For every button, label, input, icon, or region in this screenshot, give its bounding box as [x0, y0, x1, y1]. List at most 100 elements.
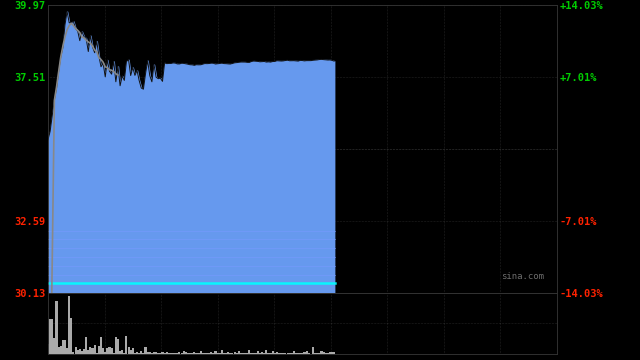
Bar [278, 353, 280, 354]
Bar [229, 353, 232, 354]
Bar [331, 352, 333, 354]
Bar [305, 351, 308, 354]
Bar [316, 353, 318, 354]
Bar [100, 337, 102, 354]
Bar [96, 353, 98, 354]
Bar [168, 353, 170, 354]
Bar [185, 352, 187, 354]
Bar [68, 296, 70, 354]
Bar [136, 352, 138, 354]
Bar [62, 340, 64, 354]
Bar [324, 353, 327, 354]
Bar [155, 352, 157, 354]
Bar [174, 352, 176, 354]
Bar [138, 353, 140, 354]
Bar [271, 351, 274, 354]
Bar [81, 351, 83, 354]
Bar [323, 352, 324, 354]
Bar [56, 301, 58, 354]
Bar [276, 352, 278, 354]
Bar [93, 345, 96, 354]
Bar [240, 352, 242, 354]
Bar [221, 350, 223, 354]
Bar [237, 351, 240, 354]
Bar [115, 337, 117, 354]
Bar [102, 348, 104, 354]
Bar [140, 351, 142, 354]
Bar [77, 350, 79, 354]
Bar [206, 353, 208, 354]
Bar [64, 340, 66, 354]
Bar [153, 352, 155, 354]
Bar [119, 351, 121, 354]
Bar [98, 346, 100, 354]
Bar [250, 353, 253, 354]
Bar [111, 348, 113, 354]
Bar [106, 348, 108, 354]
Bar [90, 347, 92, 354]
Bar [166, 352, 168, 354]
Bar [49, 319, 51, 354]
Bar [182, 351, 185, 354]
Bar [261, 352, 263, 354]
Bar [161, 352, 164, 354]
Bar [79, 349, 81, 354]
Bar [236, 353, 237, 354]
Bar [200, 351, 202, 354]
Bar [108, 347, 111, 354]
Bar [147, 352, 148, 354]
Bar [47, 343, 49, 354]
Bar [51, 319, 53, 354]
Bar [216, 353, 219, 354]
Bar [232, 353, 234, 354]
Bar [327, 353, 329, 354]
Bar [227, 352, 229, 354]
Bar [189, 352, 191, 354]
Bar [87, 350, 90, 354]
Bar [83, 349, 85, 354]
Bar [321, 351, 323, 354]
Bar [145, 347, 147, 354]
Bar [312, 347, 314, 354]
Bar [333, 352, 335, 354]
Bar [85, 337, 87, 354]
Bar [127, 347, 130, 354]
Bar [234, 352, 236, 354]
Bar [212, 353, 214, 354]
Bar [72, 351, 74, 354]
Bar [117, 339, 119, 354]
Bar [74, 347, 77, 354]
Bar [248, 350, 250, 354]
Bar [148, 352, 151, 354]
Bar [210, 352, 212, 354]
Bar [329, 352, 331, 354]
Bar [58, 347, 60, 354]
Bar [219, 353, 221, 354]
Bar [308, 353, 310, 354]
Bar [318, 353, 321, 354]
Bar [268, 353, 269, 354]
Bar [266, 351, 268, 354]
Bar [60, 346, 62, 354]
Bar [257, 351, 259, 354]
Bar [113, 353, 115, 354]
Bar [125, 336, 127, 354]
Bar [104, 352, 106, 354]
Bar [303, 352, 305, 354]
Bar [293, 351, 295, 354]
Bar [198, 353, 200, 354]
Bar [53, 338, 56, 354]
Bar [179, 352, 180, 354]
Bar [297, 353, 300, 354]
Bar [157, 352, 159, 354]
Bar [242, 353, 244, 354]
Bar [121, 350, 124, 354]
Text: sina.com: sina.com [501, 272, 544, 281]
Bar [195, 353, 198, 354]
Bar [214, 351, 216, 354]
Bar [134, 353, 136, 354]
Bar [66, 347, 68, 354]
Bar [204, 353, 206, 354]
Bar [193, 352, 195, 354]
Bar [172, 353, 174, 354]
